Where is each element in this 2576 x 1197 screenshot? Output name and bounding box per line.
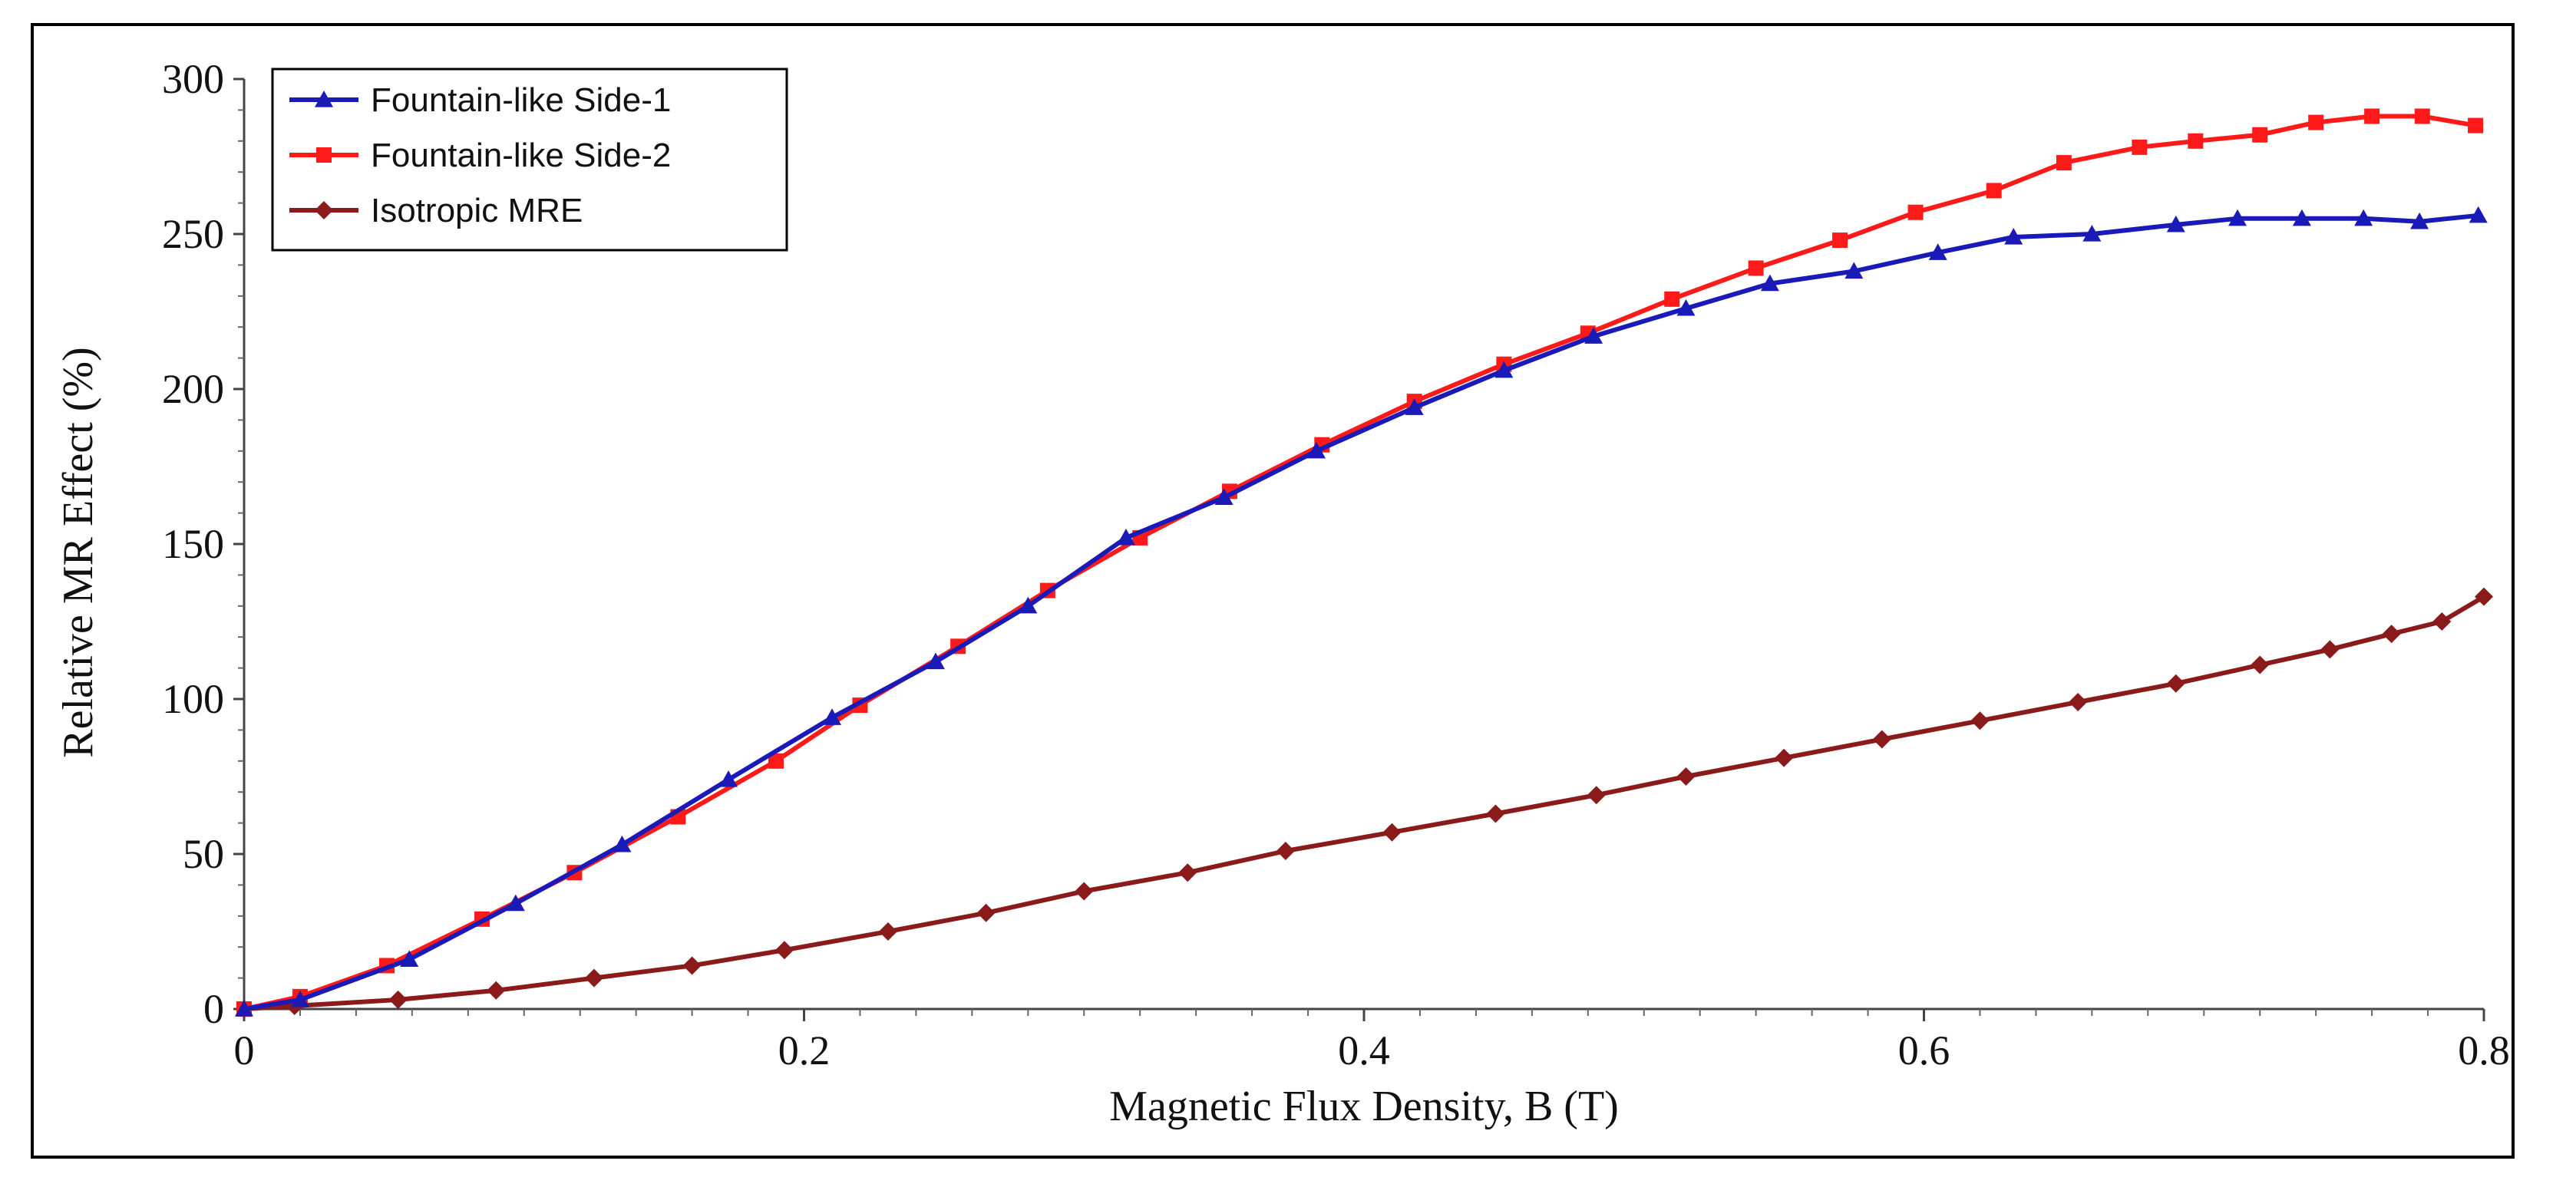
data-point-fountain-like-side-1 [822, 708, 841, 725]
data-point-fountain-like-side-1 [290, 990, 309, 1007]
legend-marker-fountain-like-side-1 [315, 91, 333, 107]
data-point-fountain-like-side-2 [2308, 114, 2324, 130]
data-point-fountain-like-side-1 [1928, 243, 1947, 260]
legend-label-fountain-like-side-2: Fountain-like Side-2 [371, 137, 671, 174]
data-point-fountain-like-side-1 [506, 894, 525, 912]
series-layer [235, 108, 2493, 1018]
data-point-isotropic-mre [1382, 823, 1402, 842]
data-point-isotropic-mre [2166, 674, 2185, 693]
legend-label-isotropic-mre: Isotropic MRE [371, 192, 583, 229]
x-tick-label: 0.4 [1338, 1027, 1390, 1073]
data-point-fountain-like-side-1 [2228, 209, 2247, 226]
y-tick-label: 250 [162, 211, 224, 257]
data-point-fountain-like-side-2 [768, 753, 784, 769]
data-point-fountain-like-side-1 [2082, 225, 2102, 242]
legend-marker-fountain-like-side-2 [316, 147, 332, 163]
data-point-isotropic-mre [1676, 767, 1696, 786]
legend: Fountain-like Side-1 Fountain-like Side-2… [271, 68, 788, 252]
data-point-isotropic-mre [2251, 655, 2270, 674]
data-point-isotropic-mre [388, 990, 408, 1009]
data-point-fountain-like-side-1 [1116, 528, 1135, 546]
y-tick-label: 100 [162, 676, 224, 722]
data-point-isotropic-mre [584, 968, 603, 988]
y-tick-label: 300 [162, 56, 224, 102]
data-point-fountain-like-side-1 [2166, 215, 2185, 232]
data-point-fountain-like-side-1 [2292, 209, 2311, 226]
data-point-fountain-like-side-1 [1760, 274, 1779, 292]
x-axis-title: Magnetic Flux Density, B (T) [1109, 1083, 1619, 1130]
data-point-fountain-like-side-2 [2252, 127, 2268, 143]
y-tick-label: 50 [183, 831, 224, 877]
data-point-isotropic-mre [878, 922, 897, 941]
data-point-isotropic-mre [487, 981, 506, 1000]
y-axis-title: Relative MR Effect (%) [54, 347, 102, 757]
data-point-fountain-like-side-1 [1214, 488, 1234, 505]
data-point-isotropic-mre [682, 956, 702, 975]
data-point-fountain-like-side-1 [1405, 398, 1424, 415]
data-point-fountain-like-side-2 [1986, 183, 2002, 199]
data-point-isotropic-mre [1970, 711, 1990, 730]
data-point-fountain-like-side-1 [613, 835, 632, 852]
data-point-isotropic-mre [1775, 748, 1794, 767]
data-point-isotropic-mre [2432, 612, 2452, 631]
data-point-fountain-like-side-1 [2410, 212, 2429, 229]
data-point-fountain-like-side-1 [1676, 298, 1696, 316]
y-tick-label: 150 [162, 521, 224, 567]
data-point-fountain-like-side-1 [719, 770, 738, 787]
data-point-isotropic-mre [774, 941, 794, 960]
data-point-fountain-like-side-2 [2364, 108, 2380, 124]
legend-label-fountain-like-side-1: Fountain-like Side-1 [371, 81, 671, 119]
x-tick-label: 0.2 [778, 1027, 831, 1073]
data-point-fountain-like-side-2 [2056, 155, 2072, 171]
data-point-isotropic-mre [1872, 730, 1891, 749]
series-fountain-like-side-1 [235, 206, 2488, 1017]
data-point-fountain-like-side-2 [1748, 260, 1764, 276]
data-point-fountain-like-side-1 [1494, 361, 1514, 378]
data-point-fountain-like-side-2 [1907, 204, 1924, 220]
data-point-fountain-like-side-2 [2132, 139, 2148, 155]
data-point-fountain-like-side-1 [2004, 228, 2023, 245]
series-isotropic-mre [235, 587, 2493, 1018]
y-tick-label: 0 [203, 986, 224, 1032]
data-point-fountain-like-side-1 [1019, 596, 1038, 614]
data-point-isotropic-mre [976, 903, 996, 922]
data-point-isotropic-mre [1178, 863, 1197, 882]
data-point-isotropic-mre [1486, 804, 1505, 823]
data-point-fountain-like-side-1 [400, 950, 419, 967]
data-point-fountain-like-side-2 [1832, 232, 1848, 249]
data-point-fountain-like-side-1 [1306, 441, 1326, 459]
data-point-isotropic-mre [1075, 882, 1094, 901]
data-point-fountain-like-side-2 [2414, 108, 2430, 124]
x-tick-label: 0.8 [2458, 1027, 2510, 1073]
data-point-isotropic-mre [2475, 587, 2493, 606]
data-point-fountain-like-side-2 [1664, 291, 1680, 307]
y-tick-label: 200 [162, 366, 224, 412]
data-point-fountain-like-side-1 [2469, 206, 2488, 223]
data-point-fountain-like-side-2 [2188, 133, 2204, 149]
data-point-isotropic-mre [2320, 640, 2340, 659]
data-point-fountain-like-side-1 [1584, 327, 1603, 344]
x-tick-label: 0 [234, 1027, 255, 1073]
series-line-fountain-like-side-1 [243, 213, 2479, 1011]
data-point-fountain-like-side-1 [1844, 262, 1864, 279]
data-point-isotropic-mre [2382, 625, 2401, 644]
data-point-fountain-like-side-1 [926, 652, 945, 670]
data-point-fountain-like-side-1 [2354, 209, 2373, 226]
data-point-isotropic-mre [2069, 693, 2088, 712]
series-line-isotropic-mre [243, 595, 2485, 1011]
data-point-fountain-like-side-1 [235, 1000, 253, 1017]
data-point-fountain-like-side-2 [2468, 117, 2484, 134]
axes: 0 50 100 150 200 250 300 0 0.2 0.4 0.6 0.8 [162, 56, 2510, 1073]
data-point-isotropic-mre [1587, 786, 1606, 805]
data-point-isotropic-mre [1276, 841, 1295, 860]
legend-marker-isotropic-mre [315, 201, 333, 219]
x-tick-label: 0.6 [1898, 1027, 1950, 1073]
